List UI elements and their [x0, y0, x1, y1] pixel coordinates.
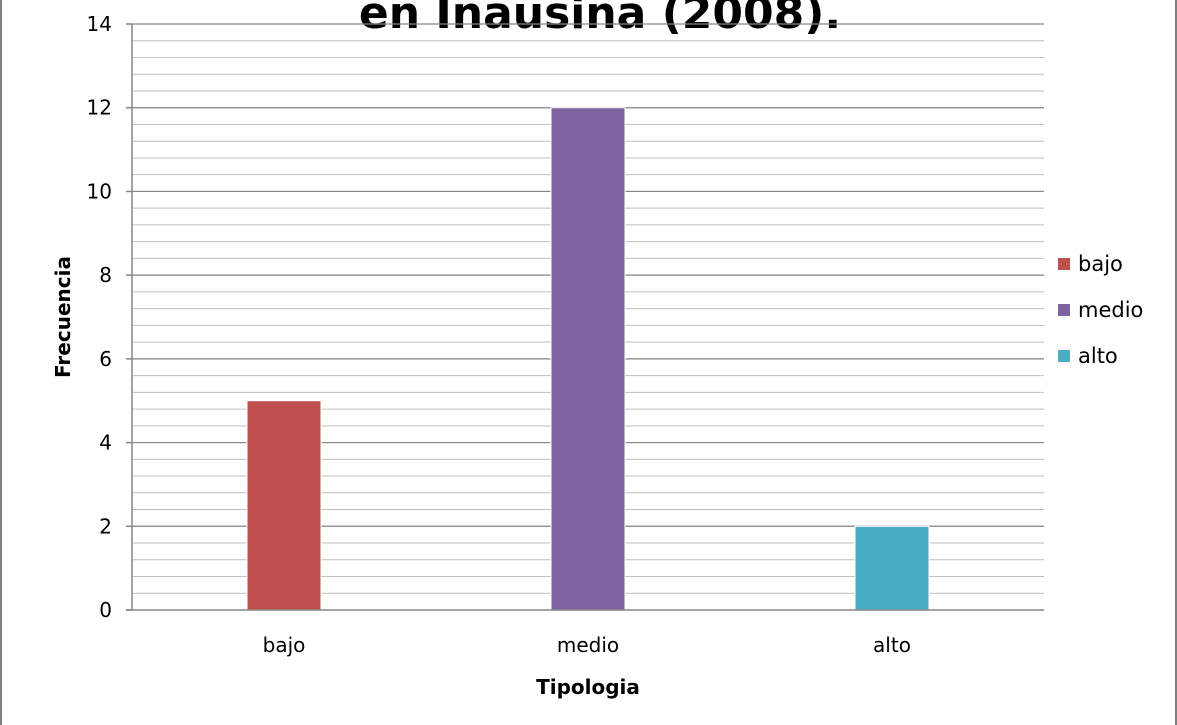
legend-label-bajo: bajo [1078, 252, 1123, 276]
legend-label-alto: alto [1078, 344, 1118, 368]
y-tick-label: 12 [87, 96, 112, 120]
y-tick-label: 4 [99, 431, 112, 455]
bar-alto [854, 525, 930, 611]
y-tick-label: 8 [99, 263, 112, 287]
y-axis-title: Frecuencia [51, 256, 75, 378]
legend-swatch-alto [1058, 350, 1070, 362]
x-tick-label: bajo [263, 633, 306, 657]
x-axis-title: Tipologia [536, 675, 640, 699]
legend-swatch-medio [1058, 304, 1070, 316]
y-tick-label: 14 [87, 12, 112, 36]
y-tick-label: 0 [99, 598, 112, 622]
y-tick-label: 10 [87, 179, 112, 203]
x-axis-ticks: bajo medio alto [263, 633, 911, 657]
legend: bajo medio alto [1058, 252, 1143, 368]
bar-medio [550, 107, 626, 611]
x-tick-label: medio [557, 633, 619, 657]
x-tick-label: alto [873, 633, 911, 657]
legend-swatch-bajo [1058, 258, 1070, 270]
y-tick-label: 6 [99, 347, 112, 371]
y-axis-ticks: 0 2 4 6 8 10 12 14 [87, 12, 132, 622]
bar-bajo [246, 400, 322, 611]
legend-label-medio: medio [1078, 298, 1143, 322]
chart-title: en Inausina (2008). [359, 0, 841, 39]
y-tick-label: 2 [99, 514, 112, 538]
